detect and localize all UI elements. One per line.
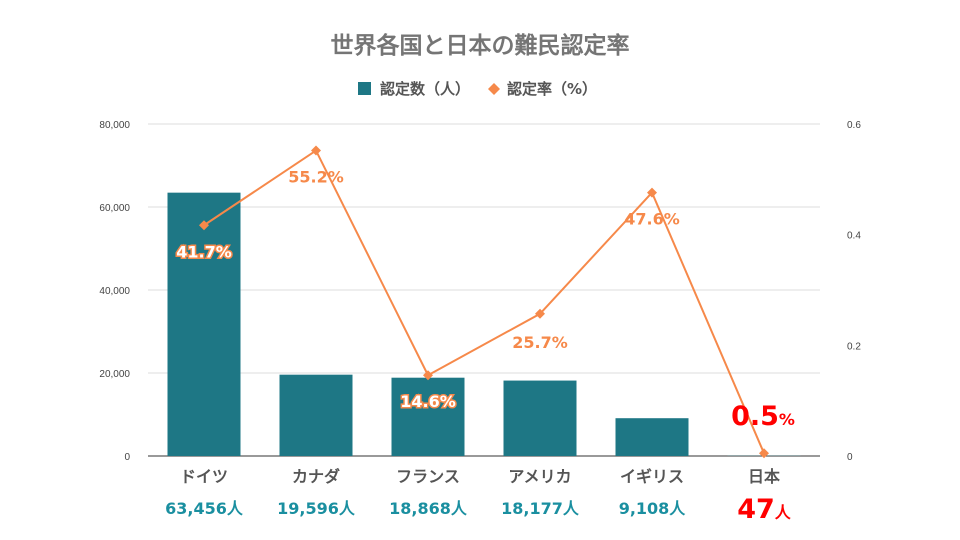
rate-point bbox=[535, 308, 545, 319]
legend-rate-label: 認定率（%） bbox=[507, 80, 597, 98]
bar bbox=[503, 380, 577, 456]
bar bbox=[615, 418, 689, 456]
count-label: 18,177人 bbox=[501, 499, 580, 518]
gridlines bbox=[148, 123, 820, 457]
rate-label: 55.2% bbox=[288, 168, 344, 187]
left-tick-label: 40,000 bbox=[99, 286, 130, 297]
rate-point bbox=[759, 448, 769, 459]
right-axis: 0 0.2 0.4 0.6 bbox=[847, 120, 861, 463]
legend-count-label: 認定数（人） bbox=[380, 80, 470, 98]
highlight-count-unit: 人 bbox=[775, 503, 792, 522]
highlight-rate-unit: % bbox=[779, 410, 795, 429]
rate-point bbox=[199, 220, 209, 231]
category-label: フランス bbox=[396, 467, 460, 486]
highlight-count-number: 47 bbox=[737, 494, 775, 525]
right-tick-label: 0.2 bbox=[847, 341, 861, 352]
count-labels: 63,456人 19,596人 18,868人 18,177人 9,108人 47人 bbox=[165, 494, 792, 525]
left-tick-label: 0 bbox=[124, 452, 130, 463]
category-label: ドイツ bbox=[180, 467, 228, 486]
right-tick-label: 0.4 bbox=[847, 231, 861, 242]
category-labels: ドイツ カナダ フランス アメリカ イギリス 日本 bbox=[180, 467, 780, 486]
bar bbox=[167, 192, 241, 456]
rate-label: 47.6% bbox=[624, 210, 680, 229]
category-label: イギリス bbox=[620, 467, 684, 486]
left-tick-label: 80,000 bbox=[99, 120, 130, 131]
highlight-count-label: 47人 bbox=[737, 494, 792, 525]
rate-point bbox=[311, 145, 321, 156]
bar bbox=[279, 374, 353, 456]
count-label: 19,596人 bbox=[277, 499, 356, 518]
chart-title: 世界各国と日本の難民認定率 bbox=[331, 32, 630, 59]
left-tick-label: 60,000 bbox=[99, 203, 130, 214]
highlight-rate-label: 0.5% bbox=[731, 401, 795, 432]
category-label: 日本 bbox=[748, 467, 780, 486]
rate-label: 14.6% bbox=[400, 392, 456, 411]
bar-series bbox=[167, 192, 801, 456]
rate-series bbox=[199, 145, 769, 459]
rate-line bbox=[203, 149, 765, 454]
right-tick-label: 0.6 bbox=[847, 120, 861, 131]
rate-point bbox=[647, 187, 657, 198]
legend-rate-swatch bbox=[488, 83, 500, 95]
left-axis: 0 20,000 40,000 60,000 80,000 bbox=[99, 120, 130, 463]
rate-label: 41.7% bbox=[176, 242, 232, 261]
count-label: 63,456人 bbox=[165, 499, 244, 518]
right-tick-label: 0 bbox=[847, 452, 853, 463]
bar bbox=[391, 377, 465, 456]
left-tick-label: 20,000 bbox=[99, 369, 130, 380]
count-label: 18,868人 bbox=[389, 499, 468, 518]
highlight-rate-number: 0.5 bbox=[731, 401, 779, 432]
rate-labels: 41.7% 55.2% 14.6% 25.7% 47.6% 0.5% bbox=[175, 168, 795, 432]
count-label: 9,108人 bbox=[619, 499, 687, 518]
rate-label: 25.7% bbox=[512, 333, 568, 352]
category-label: カナダ bbox=[292, 467, 340, 486]
category-label: アメリカ bbox=[508, 467, 571, 486]
legend: 認定数（人） 認定率（%） bbox=[358, 80, 597, 98]
rate-point bbox=[423, 370, 433, 381]
legend-bar-swatch bbox=[358, 82, 371, 95]
